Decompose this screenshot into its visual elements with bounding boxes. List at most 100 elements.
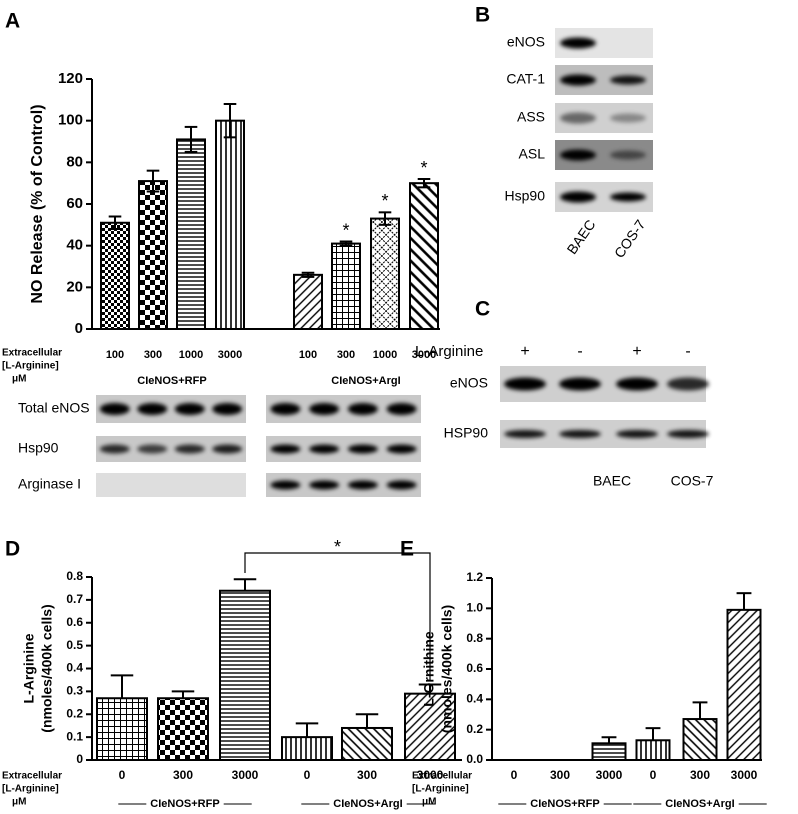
x-axis-label: μM — [422, 797, 436, 808]
blot-band — [270, 480, 301, 490]
error-bar — [223, 103, 237, 139]
treatment-sign: + — [520, 343, 529, 360]
y-tick-label: 0.2 — [466, 722, 483, 736]
lane-label: COS-7 — [611, 217, 649, 261]
blot-band — [212, 444, 243, 454]
x-tick-label: 3000 — [596, 768, 623, 782]
y-tick-label: 1.2 — [466, 570, 483, 584]
blot-label: Total eNOS — [18, 400, 90, 416]
panel-label: B — [475, 4, 490, 27]
group-label: CIeNOS+RFP — [530, 798, 599, 810]
x-axis-label: Extracellular — [412, 771, 472, 782]
x-tick-label: 0 — [119, 768, 126, 782]
bar — [157, 697, 209, 761]
blot-band — [560, 74, 596, 86]
blot-box — [96, 473, 246, 497]
error-bar — [378, 211, 392, 226]
blot-label: eNOS — [450, 375, 488, 391]
bar — [409, 182, 439, 330]
panel-label: D — [5, 538, 20, 561]
y-tick-label: 120 — [58, 70, 83, 87]
x-axis-label: [L-Arginine] — [2, 784, 59, 795]
x-tick-label: 0 — [511, 768, 518, 782]
blot-band — [667, 430, 709, 438]
significance-star: * — [420, 158, 427, 178]
bar — [100, 221, 130, 330]
blot-band — [212, 403, 243, 415]
error-bar — [355, 713, 379, 728]
panel-label: E — [400, 538, 414, 561]
bar — [281, 736, 333, 761]
y-axis-label: (nmoles/400k cells) — [39, 604, 55, 732]
y-tick-label: 0.8 — [66, 569, 83, 583]
panel-label: A — [5, 10, 20, 33]
blot-band — [504, 377, 546, 391]
blot-band — [386, 403, 417, 415]
blot-band — [616, 430, 658, 438]
x-tick-label: 3000 — [232, 768, 259, 782]
error-bar — [736, 592, 752, 610]
x-tick-label: 300 — [144, 349, 162, 361]
y-tick-label: 0.6 — [66, 615, 83, 629]
significance-star: * — [342, 220, 349, 240]
y-tick-label: 0.6 — [466, 661, 483, 675]
group-label: CIeNOS+RFP — [150, 798, 219, 810]
error-bar — [146, 169, 160, 193]
blot-band — [270, 403, 301, 415]
group-label: CIeNOS+RFP — [137, 375, 206, 387]
blot-label: eNOS — [507, 34, 545, 50]
error-bar — [108, 215, 122, 230]
treatment-sign: + — [632, 343, 641, 360]
x-tick-label: 100 — [106, 349, 124, 361]
blot-band — [137, 444, 168, 454]
group-label: CIeNOS+ArgI — [333, 798, 402, 810]
bar — [293, 273, 323, 331]
x-tick-label: 3000 — [412, 349, 436, 361]
treatment-label: L-Arginine — [415, 343, 483, 360]
blot-band — [347, 480, 378, 490]
blot-band — [386, 444, 417, 454]
bar — [219, 589, 271, 761]
blot-band — [560, 37, 596, 49]
error-bar — [418, 683, 442, 694]
y-tick-label: 0.4 — [66, 661, 83, 675]
bar — [682, 718, 718, 761]
bar — [726, 608, 762, 761]
y-tick-label: 20 — [66, 278, 83, 295]
blot-band — [174, 403, 205, 415]
blot-band — [174, 444, 205, 454]
x-axis-label: [L-Arginine] — [412, 784, 469, 795]
blot-band — [504, 430, 546, 438]
group-label: BAEC — [593, 473, 631, 489]
y-axis-label: (nmoles/400k cells) — [439, 605, 455, 733]
blot-band — [667, 377, 709, 391]
blot-band — [610, 150, 646, 160]
y-tick-label: 0.5 — [66, 638, 83, 652]
y-axis-label: L-Arginine — [21, 633, 37, 703]
y-tick-label: 0.1 — [66, 729, 83, 743]
blot-band — [560, 149, 596, 161]
blot-band — [616, 377, 658, 391]
y-tick-label: 0.2 — [66, 706, 83, 720]
x-tick-label: 3000 — [218, 349, 242, 361]
error-bar — [417, 178, 431, 189]
blot-label: Hsp90 — [18, 440, 59, 456]
group-label: CIeNOS+ArgI — [331, 375, 400, 387]
x-axis-label: μM — [12, 374, 26, 385]
bar — [370, 217, 400, 330]
group-label: CIeNOS+ArgI — [665, 798, 734, 810]
y-axis-label: L-Ornithine — [421, 631, 437, 707]
error-bar — [110, 674, 134, 699]
treatment-sign: - — [685, 343, 690, 360]
blot-band — [610, 75, 646, 85]
blot-band — [386, 480, 417, 490]
blot-band — [99, 403, 130, 415]
error-bar — [233, 578, 257, 591]
x-tick-label: 100 — [299, 349, 317, 361]
x-axis-label: [L-Arginine] — [2, 361, 59, 372]
error-bar — [301, 271, 315, 278]
x-tick-label: 300 — [357, 768, 377, 782]
bracket — [244, 552, 431, 681]
y-tick-label: 40 — [66, 237, 83, 254]
y-axis-label: NO Release (% of Control) — [29, 104, 46, 303]
